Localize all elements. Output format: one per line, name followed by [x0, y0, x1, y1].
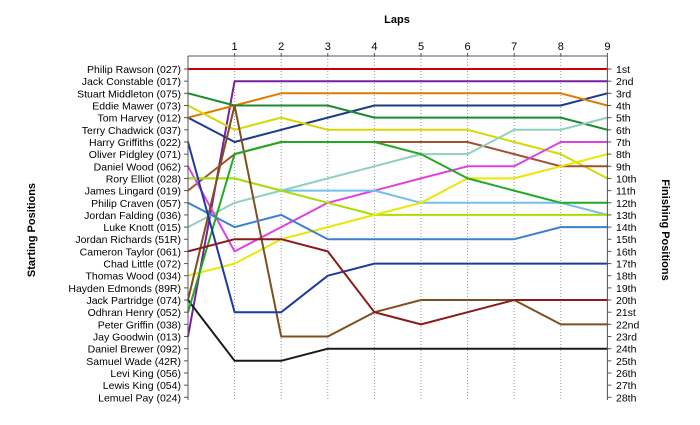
starting-position-label: Rory Elliot (028)	[106, 173, 181, 185]
starting-position-label: Stuart Middleton (075)	[77, 88, 181, 100]
finishing-position-label: 25th	[616, 356, 637, 368]
driver-position-line	[187, 299, 609, 362]
starting-position-label: Peter Griffin (038)	[98, 319, 181, 331]
starting-position-label: Jack Constable (017)	[82, 76, 181, 88]
starting-position-label: Lemuel Pay (024)	[98, 392, 181, 404]
finishing-position-label: 11th	[616, 186, 636, 198]
driver-position-line	[187, 116, 609, 229]
finishing-position-label: 8th	[616, 149, 631, 161]
starting-position-label: Jordan Richards (51R)	[75, 234, 181, 246]
lap-tick-label: 2	[278, 41, 284, 53]
starting-position-label: Cameron Taylor (061)	[80, 246, 181, 258]
starting-position-label: Luke Knott (015)	[103, 222, 181, 234]
starting-position-label: Samuel Wade (42R)	[86, 356, 181, 368]
finishing-position-label: 1st	[616, 64, 630, 76]
finishing-position-label: 14th	[616, 222, 637, 234]
driver-position-line	[187, 104, 609, 180]
driver-position-line	[187, 80, 609, 338]
driver-position-line	[187, 177, 609, 216]
x-axis-title: Laps	[384, 14, 410, 26]
starting-position-label: Thomas Wood (034)	[85, 271, 181, 283]
starting-position-label: Jordan Falding (036)	[84, 210, 181, 222]
starting-position-label: Jack Partridge (074)	[86, 295, 181, 307]
driver-position-line	[187, 201, 609, 241]
driver-position-line	[187, 238, 609, 326]
starting-position-label: Daniel Brewer (092)	[88, 344, 181, 356]
finishing-position-label: 24th	[616, 344, 637, 356]
starting-position-label: Daniel Wood (062)	[94, 161, 181, 173]
lap-tick-label: 1	[232, 41, 238, 53]
finishing-position-label: 7th	[616, 137, 631, 149]
finishing-position-label: 2nd	[616, 76, 634, 88]
driver-position-line	[187, 92, 609, 119]
finishing-position-label: 6th	[616, 125, 631, 137]
lap-tick-label: 4	[371, 41, 377, 53]
finishing-position-label: 18th	[616, 271, 637, 283]
starting-position-label: Tom Harvey (012)	[98, 113, 181, 125]
lap-tick-label: 3	[325, 41, 331, 53]
starting-position-label: Oliver Pidgley (071)	[89, 149, 181, 161]
lap-tick-label: 9	[604, 41, 610, 53]
finishing-position-label: 16th	[616, 246, 637, 258]
finishing-position-label: 5th	[616, 113, 631, 125]
finishing-position-label: 27th	[616, 380, 637, 392]
y-left-axis-title: Starting Positions	[26, 183, 38, 277]
finishing-position-label: 28th	[616, 392, 637, 404]
finishing-position-label: 10th	[616, 173, 637, 185]
starting-position-label: Hayden Edmonds (89R)	[68, 283, 181, 295]
driver-position-line	[187, 141, 609, 314]
finishing-position-label: 13th	[616, 210, 637, 222]
lap-tick-label: 8	[558, 41, 564, 53]
driver-position-line	[187, 92, 609, 143]
starting-position-label: Eddie Mawer (073)	[92, 100, 181, 112]
finishing-position-label: 9th	[616, 161, 631, 173]
lap-tick-label: 5	[418, 41, 424, 53]
series-layer	[187, 68, 609, 362]
finishing-position-label: 12th	[616, 198, 637, 210]
lap-tick-label: 6	[465, 41, 471, 53]
finishing-position-label: 22nd	[616, 319, 640, 331]
starting-position-label: Lewis King (054)	[103, 380, 181, 392]
plot-area	[186, 56, 608, 400]
starting-position-label: Odhran Henry (052)	[88, 307, 181, 319]
finishing-position-label: 4th	[616, 100, 631, 112]
starting-position-label: Jay Goodwin (013)	[93, 332, 181, 344]
finishing-position-label: 19th	[616, 283, 637, 295]
finishing-position-label: 23rd	[616, 332, 637, 344]
starting-position-label: Harry Griffiths (022)	[89, 137, 181, 149]
finishing-position-label: 15th	[616, 234, 637, 246]
starting-position-label: Philip Rawson (027)	[87, 64, 181, 76]
finishing-position-label: 3rd	[616, 88, 631, 100]
finishing-position-label: 21st	[616, 307, 636, 319]
finishing-position-label: 17th	[616, 259, 637, 271]
starting-position-label: Chad Little (072)	[103, 259, 181, 271]
finishing-position-label: 20th	[616, 295, 637, 307]
starting-position-label: Philip Craven (057)	[91, 198, 181, 210]
y-right-axis-title: Finishing Positions	[659, 179, 671, 280]
finishing-position-label: 26th	[616, 368, 637, 380]
driver-position-line	[187, 153, 609, 277]
driver-position-line	[187, 92, 609, 131]
axis-layer: 1 2 3 4 5 6 7 8 9 Philip Rawson (027)Jack Constab…	[68, 41, 639, 404]
driver-position-line	[187, 141, 609, 314]
starting-position-label: Terry Chadwick (037)	[82, 125, 181, 137]
lap-tick-label: 7	[511, 41, 517, 53]
starting-position-label: James Lingard (019)	[85, 186, 181, 198]
starting-position-label: Levi King (056)	[110, 368, 181, 380]
